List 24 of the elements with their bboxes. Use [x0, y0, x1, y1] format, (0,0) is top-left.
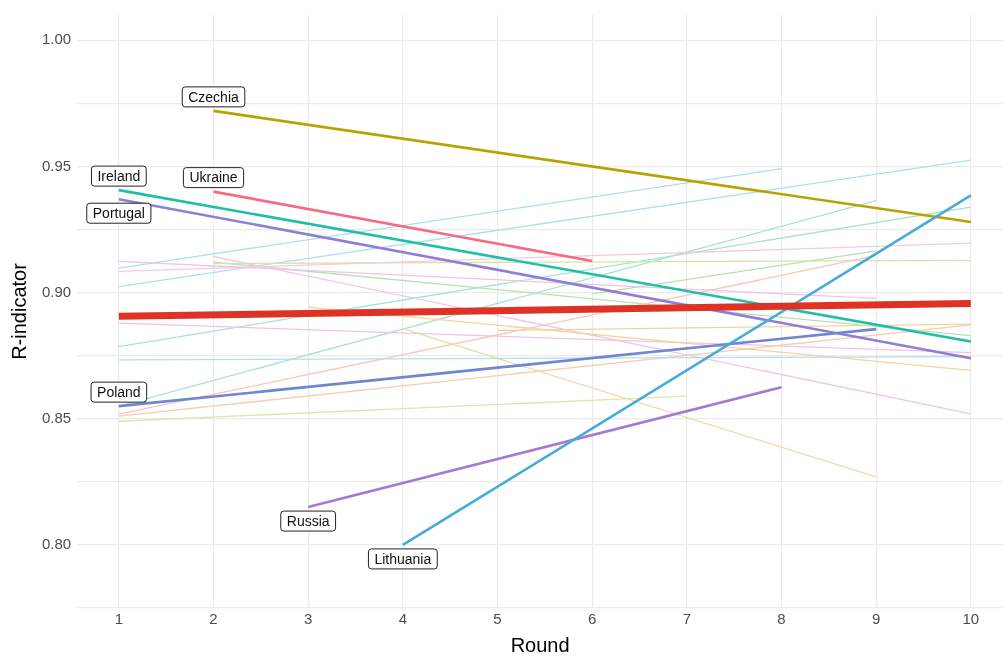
- series-label: Portugal: [92, 205, 145, 222]
- x-tick-label: 1: [114, 610, 124, 628]
- y-tick-label: 0.90: [41, 282, 72, 300]
- x-tick-label: 4: [398, 610, 408, 628]
- y-tick-label: 0.95: [41, 156, 72, 174]
- series-label: Poland: [97, 383, 141, 400]
- x-axis-title: Round: [510, 633, 570, 656]
- y-tick-label: 0.80: [41, 535, 72, 553]
- x-tick-label: 3: [304, 610, 313, 628]
- series-label: Lithuania: [374, 550, 432, 567]
- y-axis-title: R-indicator: [7, 262, 30, 360]
- x-tick-label: 7: [682, 610, 691, 628]
- series-label: Ukraine: [189, 169, 238, 186]
- series-label: Ireland: [97, 167, 141, 184]
- x-tick-label: 9: [871, 610, 881, 628]
- x-tick-label: 10: [962, 610, 980, 628]
- x-tick-label: 6: [587, 610, 597, 628]
- series-label: Russia: [286, 512, 330, 529]
- y-tick-label: 0.85: [41, 408, 72, 426]
- x-tick-label: 5: [493, 610, 502, 628]
- x-tick-label: 8: [777, 610, 786, 628]
- x-tick-label: 2: [209, 610, 218, 628]
- y-tick-label: 1.00: [41, 30, 72, 48]
- series-label: Czechia: [188, 88, 240, 105]
